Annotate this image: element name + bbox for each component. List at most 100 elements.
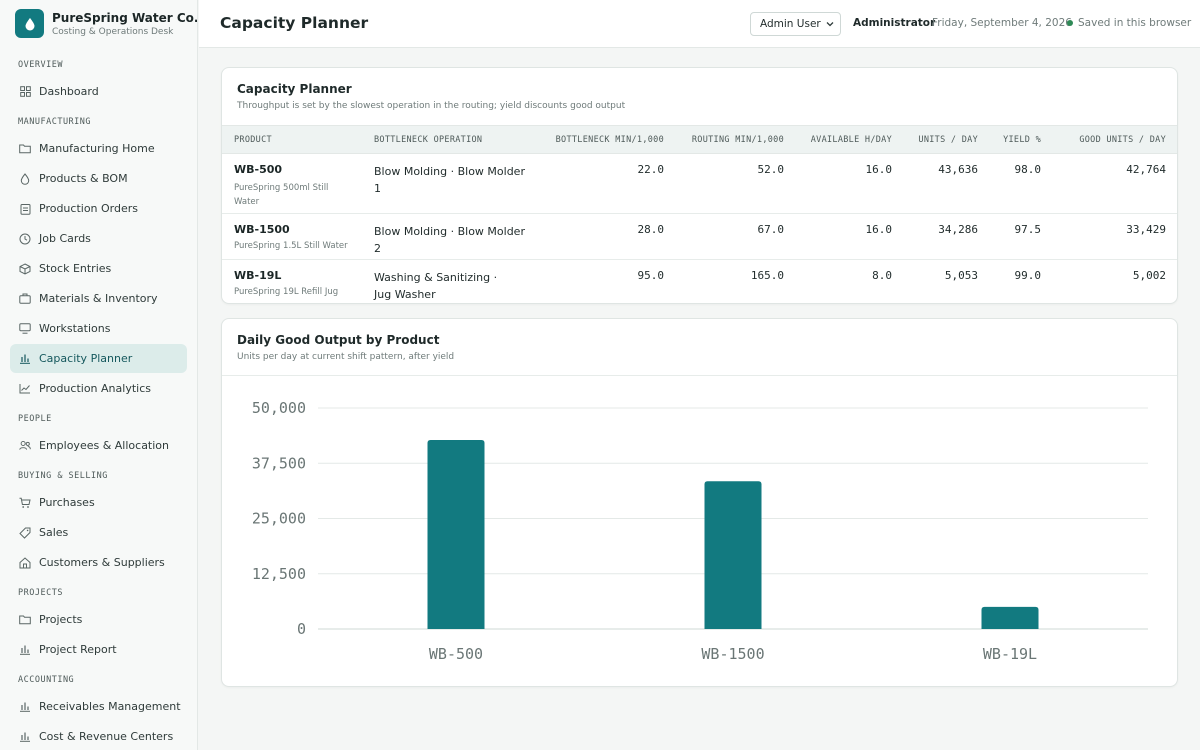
col-available-hours: AVAILABLE H/DAY [796,125,904,154]
users-icon [19,440,31,452]
output-chart-card: Daily Good Output by Product Units per d… [221,318,1178,687]
capacity-planner-card: Capacity Planner Throughput is set by th… [221,67,1178,304]
brand-subtitle: Costing & Operations Desk [52,26,174,37]
daily-output-bar-chart: 0 12,500 25,000 37,500 50,000 WB-500 WB-1500 WB… [252,399,1148,663]
operation-cell: Blow Molding · Blow Molder 1 [362,153,538,214]
product-cell: WB-500 PureSpring 500ml Still Water [222,153,362,214]
y-tick-label: 25,000 [252,510,306,528]
sidebar-item-dashboard[interactable]: Dashboard [10,77,187,106]
sidebar-item-label: Stock Entries [39,262,112,275]
sidebar-item-sales[interactable]: Sales [10,518,187,547]
sidebar-item-label: Receivables Management [39,700,181,713]
card-subtitle: Throughput is set by the slowest operati… [237,101,626,111]
sidebar-item-label: Cost & Revenue Centers [39,730,174,743]
sidebar-item-label: Products & BOM [39,172,128,185]
bar-wb-500[interactable] [427,439,485,629]
sidebar-item-label: Capacity Planner [39,352,133,365]
bars-icon [19,701,31,713]
routing-cell: 67.0 [676,213,796,260]
sidebar-item-label: Projects [39,613,83,626]
topbar: Capacity Planner Admin User Administrato… [199,0,1200,48]
units-cell: 34,286 [904,213,990,260]
col-bottleneck-min: BOTTLENECK MIN/1,000 [538,125,676,154]
sidebar-item-project-report[interactable]: Project Report [10,635,187,664]
section-label-overview: OVERVIEW [18,60,63,70]
bar-wb-1500[interactable] [704,481,762,629]
clock-icon [19,233,31,245]
tag-icon [19,527,31,539]
bottleneck-cell: 95.0 [637,269,665,282]
col-routing-min: ROUTING MIN/1,000 [676,125,796,154]
operation-text: Blow Molding · Blow Molder 1 [374,165,525,195]
sidebar-item-workstations[interactable]: Workstations [10,314,187,343]
save-status-text: Saved in this browser [1078,17,1192,29]
product-name: PureSpring 19L Refill Jug [234,287,339,297]
hours-cell: 16.0 [796,213,904,260]
sidebar-nav: OVERVIEW Dashboard MANUFACTURING Manufactur… [0,59,197,750]
capacity-table: PRODUCT BOTTLENECK OPERATION BOTTLENECK … [222,125,1177,304]
chart-card-subtitle: Units per day at current shift pattern, … [237,352,455,362]
hours-cell: 8.0 [872,269,892,282]
col-good-units: GOOD UNITS / DAY [1053,125,1177,154]
col-bottleneck-operation: BOTTLENECK OPERATION [362,125,538,154]
sidebar-item-job-cards[interactable]: Job Cards [10,224,187,253]
brand: PureSpring Water Co. Costing & Operation… [0,0,197,47]
x-tick-label: WB-500 [429,645,483,663]
sidebar-item-products-and-bom[interactable]: Products & BOM [10,164,187,193]
save-status: Saved in this browser [1067,17,1191,29]
table-row[interactable]: WB-1500 PureSpring 1.5L Still Water Blow… [222,213,1177,260]
sidebar-item-label: Sales [39,526,69,539]
section-label-manufacturing: MANUFACTURING [18,117,92,127]
sidebar: PureSpring Water Co. Costing & Operation… [0,0,198,750]
product-code: WB-19L [234,269,282,282]
sidebar-item-label: Dashboard [39,85,99,98]
good-units-cell: 42,764 [1053,153,1177,214]
routing-cell: 165.0 [750,269,784,282]
table-row[interactable]: WB-19L PureSpring 19L Refill Jug Washing… [222,260,1177,304]
sidebar-item-label: Manufacturing Home [39,142,155,155]
clipboard-icon [19,203,31,215]
y-tick-label: 50,000 [252,399,306,417]
monitor-icon [19,323,31,335]
user-role: Administrator [853,17,936,29]
sidebar-item-manufacturing-home[interactable]: Manufacturing Home [10,134,187,163]
product-cell: WB-1500 PureSpring 1.5L Still Water [222,213,362,260]
bars-icon [19,353,31,365]
current-date: Friday, September 4, 2026 [932,17,1072,29]
yield-cell: 99.0 [1014,269,1042,282]
col-product: PRODUCT [222,125,362,154]
product-cell: WB-19L PureSpring 19L Refill Jug [222,260,362,304]
page-title: Capacity Planner [220,14,369,32]
sidebar-item-cost-and-revenue-centers[interactable]: Cost & Revenue Centers [10,722,187,750]
sidebar-item-label: Employees & Allocation [39,439,170,452]
sidebar-item-label: Materials & Inventory [39,292,158,305]
yield-cell: 97.5 [990,213,1053,260]
sidebar-item-capacity-planner[interactable]: Capacity Planner [10,344,187,373]
sidebar-item-customers-and-suppliers[interactable]: Customers & Suppliers [10,548,187,577]
sidebar-item-label: Project Report [39,643,117,656]
bars-icon [19,731,31,743]
sidebar-item-production-analytics[interactable]: Production Analytics [10,374,187,403]
table-row[interactable]: WB-500 PureSpring 500ml Still Water Blow… [222,153,1177,214]
drop-icon [19,172,31,185]
user-select[interactable]: Admin User [750,12,841,36]
yield-cell: 98.0 [990,153,1053,214]
bar-wb-19l[interactable] [981,606,1039,629]
sidebar-item-production-orders[interactable]: Production Orders [10,194,187,223]
status-dot-icon [1067,20,1073,26]
section-label-people: PEOPLE [18,414,52,424]
sidebar-item-purchases[interactable]: Purchases [10,488,187,517]
sidebar-item-stock-entries[interactable]: Stock Entries [10,254,187,283]
sidebar-item-projects[interactable]: Projects [10,605,187,634]
chart-card-title: Daily Good Output by Product [237,333,440,347]
section-label-buying-and-selling: BUYING & SELLING [18,471,108,481]
operation-cell: Washing & Sanitizing · Jug Washer [362,260,538,304]
sidebar-item-employees-and-allocation[interactable]: Employees & Allocation [10,431,187,460]
sidebar-item-receivables-management[interactable]: Receivables Management [10,692,187,721]
col-units-day: UNITS / DAY [904,125,990,154]
brand-name: PureSpring Water Co. [52,10,198,25]
section-label-projects: PROJECTS [18,588,63,598]
box-icon [19,262,31,275]
sidebar-item-materials-and-inventory[interactable]: Materials & Inventory [10,284,187,313]
units-cell: 43,636 [904,153,990,214]
